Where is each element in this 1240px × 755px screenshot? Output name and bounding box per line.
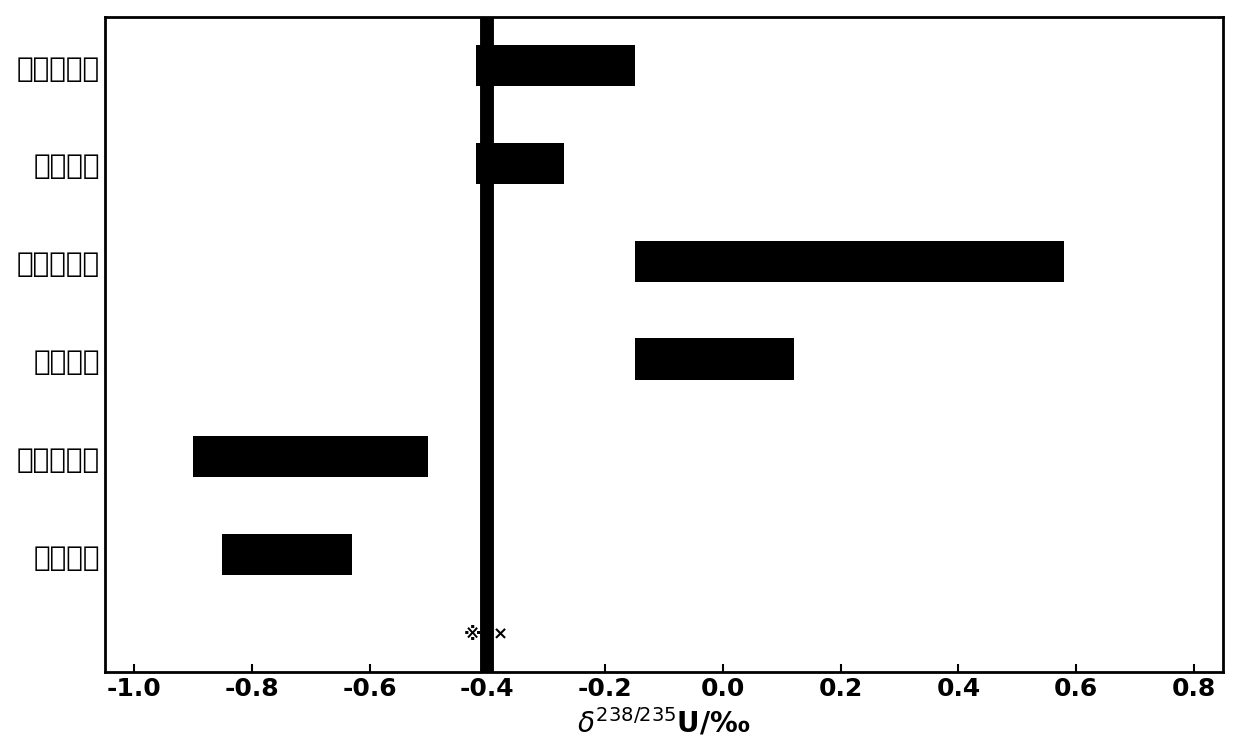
Bar — [193, 436, 429, 477]
Bar — [222, 534, 352, 575]
Bar — [635, 241, 1064, 282]
Bar — [476, 45, 635, 86]
X-axis label: $\delta^{238/235}$U/‰: $\delta^{238/235}$U/‰ — [577, 707, 751, 738]
Bar — [476, 143, 564, 184]
Text: ×: × — [494, 626, 508, 644]
Text: ※: ※ — [464, 626, 481, 644]
Bar — [635, 338, 794, 380]
